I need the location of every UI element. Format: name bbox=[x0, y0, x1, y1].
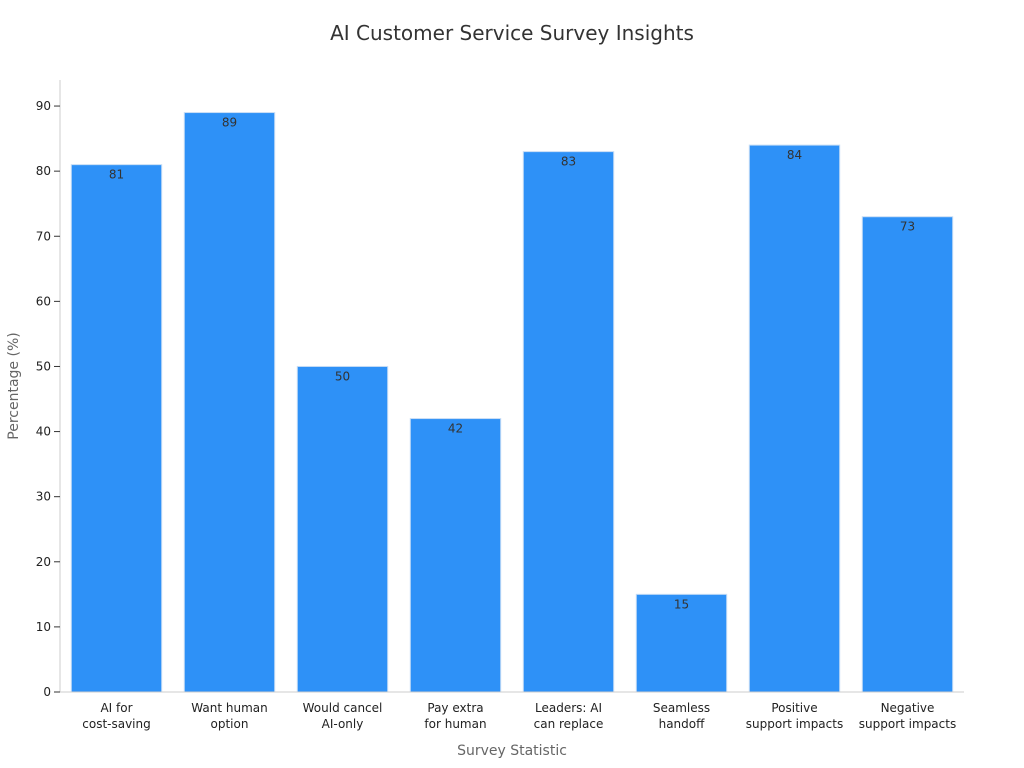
bar-value-label: 73 bbox=[900, 220, 915, 234]
y-tick-label: 10 bbox=[36, 620, 51, 634]
bar-value-label: 42 bbox=[448, 422, 463, 436]
x-tick-label: Want human option bbox=[191, 701, 267, 731]
bar bbox=[522, 151, 615, 693]
x-tick-label: AI for cost-saving bbox=[82, 701, 151, 731]
bars-group bbox=[70, 112, 954, 693]
x-tick-label: Leaders: AI can replace bbox=[534, 701, 604, 731]
y-tick-label: 60 bbox=[36, 294, 51, 308]
x-labels-group: AI for cost-saving Want human option Would c… bbox=[82, 701, 956, 731]
y-tick-label: 20 bbox=[36, 555, 51, 569]
y-ticks-group: 0 10 20 30 40 50 60 70 80 90 bbox=[36, 99, 60, 699]
y-tick-label: 90 bbox=[36, 99, 51, 113]
y-tick-label: 70 bbox=[36, 229, 51, 243]
bar-value-label: 89 bbox=[222, 116, 237, 130]
chart-title: AI Customer Service Survey Insights bbox=[330, 21, 694, 45]
bar bbox=[183, 112, 276, 693]
y-tick-label: 80 bbox=[36, 164, 51, 178]
bar-value-label: 81 bbox=[109, 168, 124, 182]
bar bbox=[409, 418, 502, 693]
bar bbox=[635, 593, 728, 693]
bar-value-label: 83 bbox=[561, 155, 576, 169]
x-axis-label: Survey Statistic bbox=[457, 743, 567, 759]
bar bbox=[70, 164, 163, 693]
x-tick-label: Negative support impacts bbox=[859, 701, 956, 731]
data-labels-group: 81 89 50 42 83 15 84 73 bbox=[109, 116, 915, 612]
x-tick-label: Pay extra for human bbox=[424, 701, 486, 731]
y-tick-label: 50 bbox=[36, 359, 51, 373]
bar-value-label: 15 bbox=[674, 597, 689, 611]
bar-value-label: 50 bbox=[335, 369, 350, 383]
x-tick-label: Positive support impacts bbox=[746, 701, 843, 731]
y-tick-label: 30 bbox=[36, 490, 51, 504]
y-tick-label: 40 bbox=[36, 425, 51, 439]
x-tick-label: Would cancel AI-only bbox=[303, 701, 383, 731]
bar-value-label: 84 bbox=[787, 148, 802, 162]
bar bbox=[748, 144, 841, 693]
bar bbox=[296, 365, 389, 693]
y-axis-label: Percentage (%) bbox=[6, 332, 22, 439]
y-tick-label: 0 bbox=[43, 685, 51, 699]
x-tick-label: Seamless handoff bbox=[653, 701, 710, 731]
bar bbox=[861, 216, 954, 693]
